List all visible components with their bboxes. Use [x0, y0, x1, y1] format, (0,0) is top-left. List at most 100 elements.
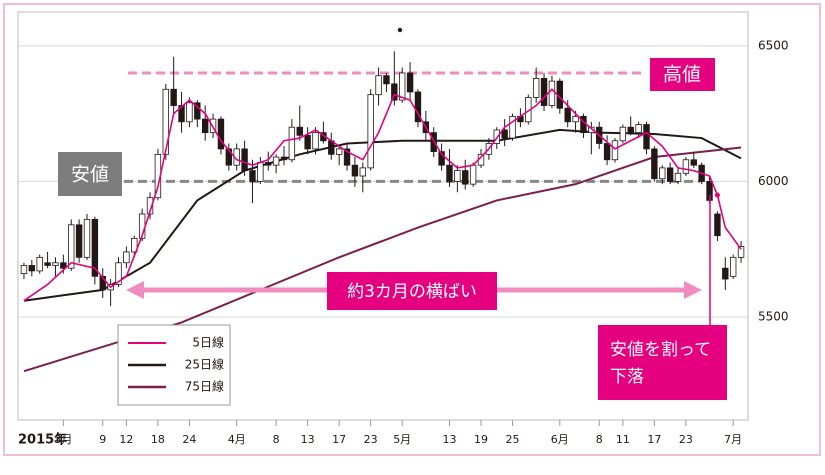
candle-body — [682, 159, 690, 174]
x-tick-label: 23 — [679, 433, 693, 446]
candle-body — [690, 159, 697, 166]
candle-body — [123, 251, 130, 264]
candle-body — [20, 265, 28, 275]
candle-body — [643, 124, 650, 150]
candle-body — [249, 170, 256, 182]
candle-body — [131, 237, 138, 253]
candle-body — [501, 129, 508, 139]
legend-label: 25日線 — [185, 357, 224, 372]
candle-body — [532, 78, 540, 98]
candle-body — [201, 118, 209, 134]
low-label: 安値 — [71, 164, 109, 186]
candle-body — [272, 156, 280, 166]
ma-line — [23, 88, 742, 302]
candle-body — [722, 267, 729, 280]
x-tick-label: 4月 — [228, 433, 246, 446]
arrow-head — [126, 281, 144, 299]
candle-body — [729, 256, 737, 277]
candle-body — [288, 126, 296, 161]
candle-body — [659, 167, 666, 180]
x-tick-label: 3月 — [54, 433, 72, 446]
x-tick-label: 18 — [151, 433, 165, 446]
candle-body — [75, 224, 83, 258]
break-label: 安値を割って — [610, 340, 711, 360]
candle-body — [666, 167, 674, 182]
y-tick-label: 6000 — [758, 174, 789, 188]
candle-body — [564, 107, 571, 123]
candle-body — [225, 148, 233, 166]
x-tick-label: 6月 — [551, 433, 569, 446]
candle-body — [91, 218, 99, 277]
candle-body — [572, 115, 579, 123]
x-tick-label: 9 — [99, 433, 106, 446]
candle-body — [52, 262, 59, 266]
candle-body — [178, 105, 185, 123]
candle-body — [36, 256, 43, 272]
candle-body — [414, 91, 422, 123]
outer-frame — [3, 3, 821, 456]
y-tick-label: 6500 — [758, 38, 789, 52]
candle-body — [714, 213, 721, 237]
break-label-box — [598, 325, 727, 400]
candle-body — [383, 75, 390, 85]
candle-body — [454, 170, 461, 182]
arrow-head — [684, 281, 702, 299]
candle-body — [335, 148, 343, 155]
candle-body — [257, 162, 264, 182]
legend-label: 5日線 — [192, 335, 224, 350]
x-tick-label: 13 — [442, 433, 456, 446]
candle-body — [406, 72, 414, 93]
range-label-box — [327, 272, 497, 310]
x-tick-label: 23 — [364, 433, 378, 446]
candle-body — [603, 143, 611, 161]
candle-body — [304, 134, 311, 150]
break-label: 下落 — [610, 367, 644, 387]
candle-body — [68, 224, 75, 269]
candle-body — [241, 148, 248, 171]
x-tick-label: 8 — [596, 433, 603, 446]
candle-body — [343, 148, 351, 166]
candle-body — [312, 132, 319, 150]
candle-body — [611, 140, 619, 161]
x-tick-label: 17 — [332, 433, 346, 446]
x-tick-label: 13 — [301, 433, 315, 446]
x-tick-label: 8 — [273, 433, 280, 446]
candle-body — [462, 170, 469, 185]
candle-body — [469, 164, 477, 185]
candle-body — [296, 126, 303, 136]
candle-body — [619, 126, 627, 142]
candle-body — [438, 151, 445, 166]
legend-label: 75日線 — [185, 379, 224, 394]
candle-body — [115, 262, 122, 285]
candle-body — [540, 78, 548, 106]
x-tick-label: 17 — [647, 433, 661, 446]
candle-body — [265, 162, 272, 166]
candle-body — [83, 218, 91, 258]
candle-body — [399, 72, 406, 101]
candle-body — [162, 88, 169, 155]
candle-body — [44, 262, 51, 266]
x-tick-label: 19 — [474, 433, 488, 446]
low-label-box — [58, 152, 122, 196]
x-tick-label: 11 — [616, 433, 630, 446]
x-tick-label: 5月 — [393, 433, 411, 446]
candle-body — [60, 262, 67, 269]
candle-body — [737, 246, 745, 258]
marker-dot — [397, 27, 403, 33]
range-label: 約3カ月の横ばい — [347, 282, 477, 302]
candle-body — [635, 124, 642, 134]
candle-body — [146, 197, 154, 215]
x-tick-label: 7月 — [724, 433, 742, 446]
high-label-box — [650, 58, 715, 91]
candle-body — [186, 102, 193, 123]
candle-body — [194, 102, 201, 120]
candle-body — [28, 265, 36, 272]
year-label: 2015年 — [18, 432, 67, 448]
x-tick-label: 12 — [119, 433, 133, 446]
candle-body — [351, 164, 359, 177]
candle-body — [446, 164, 453, 182]
candle-body — [170, 88, 177, 106]
high-label: 高値 — [663, 64, 701, 86]
candle-body — [367, 94, 374, 169]
candle-body — [359, 167, 366, 177]
